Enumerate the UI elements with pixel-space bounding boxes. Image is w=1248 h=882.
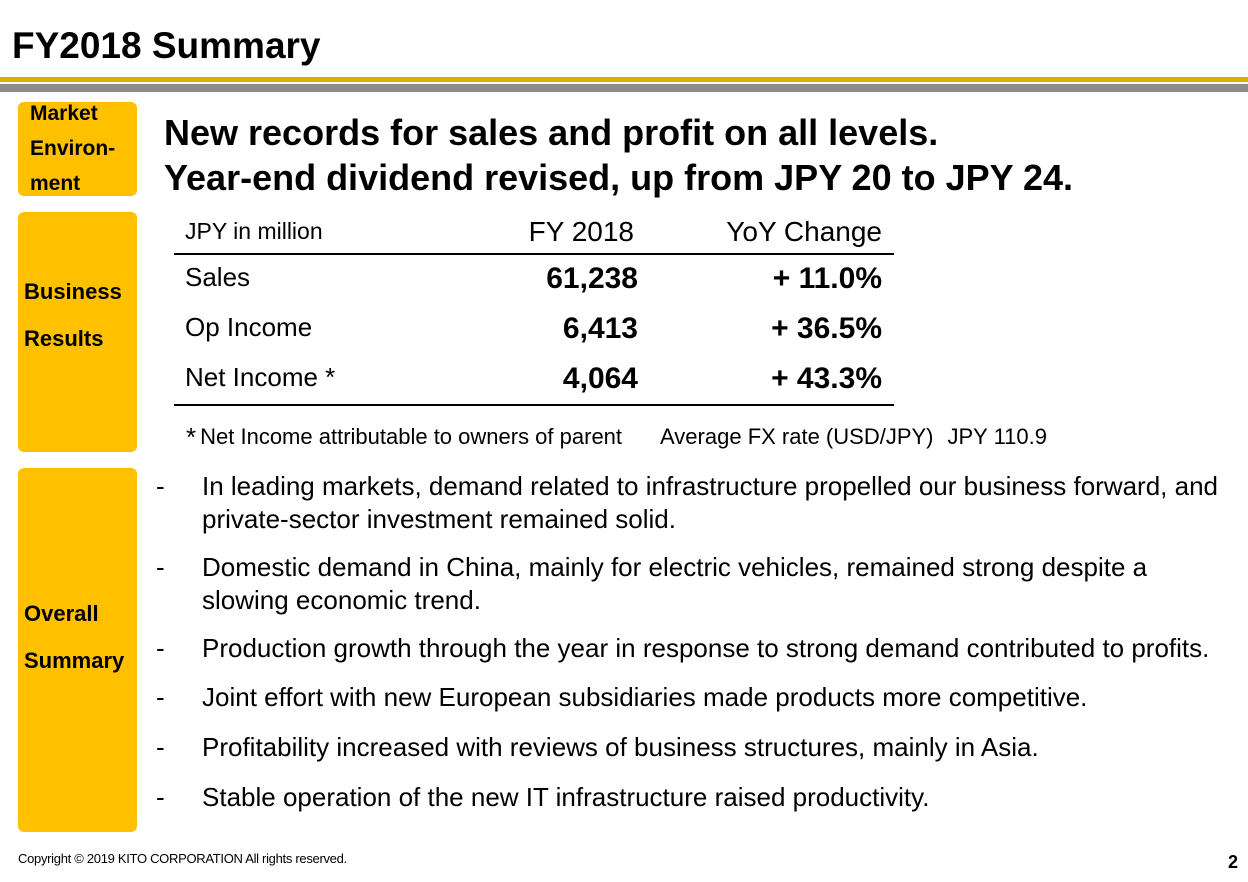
title-rule-gray: [0, 84, 1248, 92]
fx-rate-label: Average FX rate (USD/JPY): [660, 424, 934, 449]
section-tag-market-environment: Market Environ- ment: [18, 102, 137, 196]
bullet-text: Joint effort with new European subsidiar…: [202, 682, 1088, 712]
list-item: - Profitability increased with reviews of…: [156, 731, 1236, 764]
list-item: - Stable operation of the new IT infrastr…: [156, 781, 1236, 814]
section-tag-business-results: Business Results: [18, 212, 137, 452]
header-yoy: YoY Change: [726, 216, 882, 247]
summary-bullets: - In leading markets, demand related to i…: [156, 470, 1236, 814]
dash-marker: -: [156, 782, 165, 812]
tag-label-line: Overall: [24, 601, 99, 626]
tag-label-line: Summary: [24, 648, 125, 673]
tag-label-line: Business: [24, 279, 122, 304]
dash-marker: -: [156, 552, 165, 582]
footnote-text: Net Income attributable to owners of par…: [200, 424, 623, 449]
dash-marker: -: [156, 633, 165, 663]
headline-line: New records for sales and profit on all …: [164, 112, 939, 153]
row-change: + 36.5%: [771, 312, 882, 345]
row-label: Sales: [185, 262, 251, 292]
bullet-text: Profitability increased with reviews of …: [202, 732, 1039, 762]
row-label: Op Income: [185, 312, 313, 342]
bullet-text: In leading markets, demand related to in…: [202, 471, 1219, 534]
copyright-notice: Copyright © 2019 KITO CORPORATION All ri…: [18, 851, 347, 866]
tag-label-line: Market: [30, 102, 98, 125]
tag-label-line: Environ-: [30, 137, 116, 160]
tag-label-line: Results: [24, 326, 104, 351]
bullet-text: Production growth through the year in re…: [202, 633, 1210, 663]
row-change: + 43.3%: [771, 362, 882, 395]
table-row-net-income: Net Income * 4,064 + 43.3%: [174, 362, 894, 408]
row-change: + 11.0%: [772, 262, 882, 295]
list-item: - Production growth through the year in r…: [156, 632, 1236, 665]
header-fy: FY 2018: [528, 216, 634, 247]
table-row-op-income: Op Income 6,413 + 36.5%: [174, 312, 894, 358]
table-rule-bottom: [174, 404, 894, 406]
dash-marker: -: [156, 682, 165, 712]
title-rule-gold: [0, 77, 1248, 82]
header-unit: JPY in million: [185, 218, 323, 244]
results-header-row: JPY in million FY 2018 YoY Change: [174, 210, 894, 256]
list-item: - In leading markets, demand related to i…: [156, 470, 1236, 536]
dash-marker: -: [156, 471, 165, 501]
table-rule-top: [174, 253, 894, 255]
row-value: 6,413: [562, 312, 638, 345]
list-item: - Joint effort with new European subsidia…: [156, 681, 1236, 714]
fx-rate-value: JPY 110.9: [947, 424, 1047, 449]
row-value: 4,064: [562, 362, 638, 395]
footnote: * Net Income attributable to owners of pa…: [186, 420, 1236, 452]
table-row-sales: Sales 61,238 + 11.0%: [174, 262, 894, 308]
row-label: Net Income *: [185, 362, 336, 392]
tag-label-line: ment: [30, 172, 81, 195]
dash-marker: -: [156, 732, 165, 762]
list-item: - Domestic demand in China, mainly for el…: [156, 551, 1236, 617]
footnote-star: *: [186, 422, 197, 452]
page-title: FY2018 Summary: [12, 25, 321, 66]
bullet-text: Stable operation of the new IT infrastru…: [202, 782, 930, 812]
row-value: 61,238: [546, 262, 638, 295]
bullet-text: Domestic demand in China, mainly for ele…: [202, 552, 1148, 615]
page-number: 2: [1227, 852, 1238, 872]
headline-line: Year-end dividend revised, up from JPY 2…: [164, 157, 1074, 198]
headline: New records for sales and profit on all …: [164, 110, 1073, 200]
section-tag-overall-summary: Overall Summary: [18, 468, 137, 832]
